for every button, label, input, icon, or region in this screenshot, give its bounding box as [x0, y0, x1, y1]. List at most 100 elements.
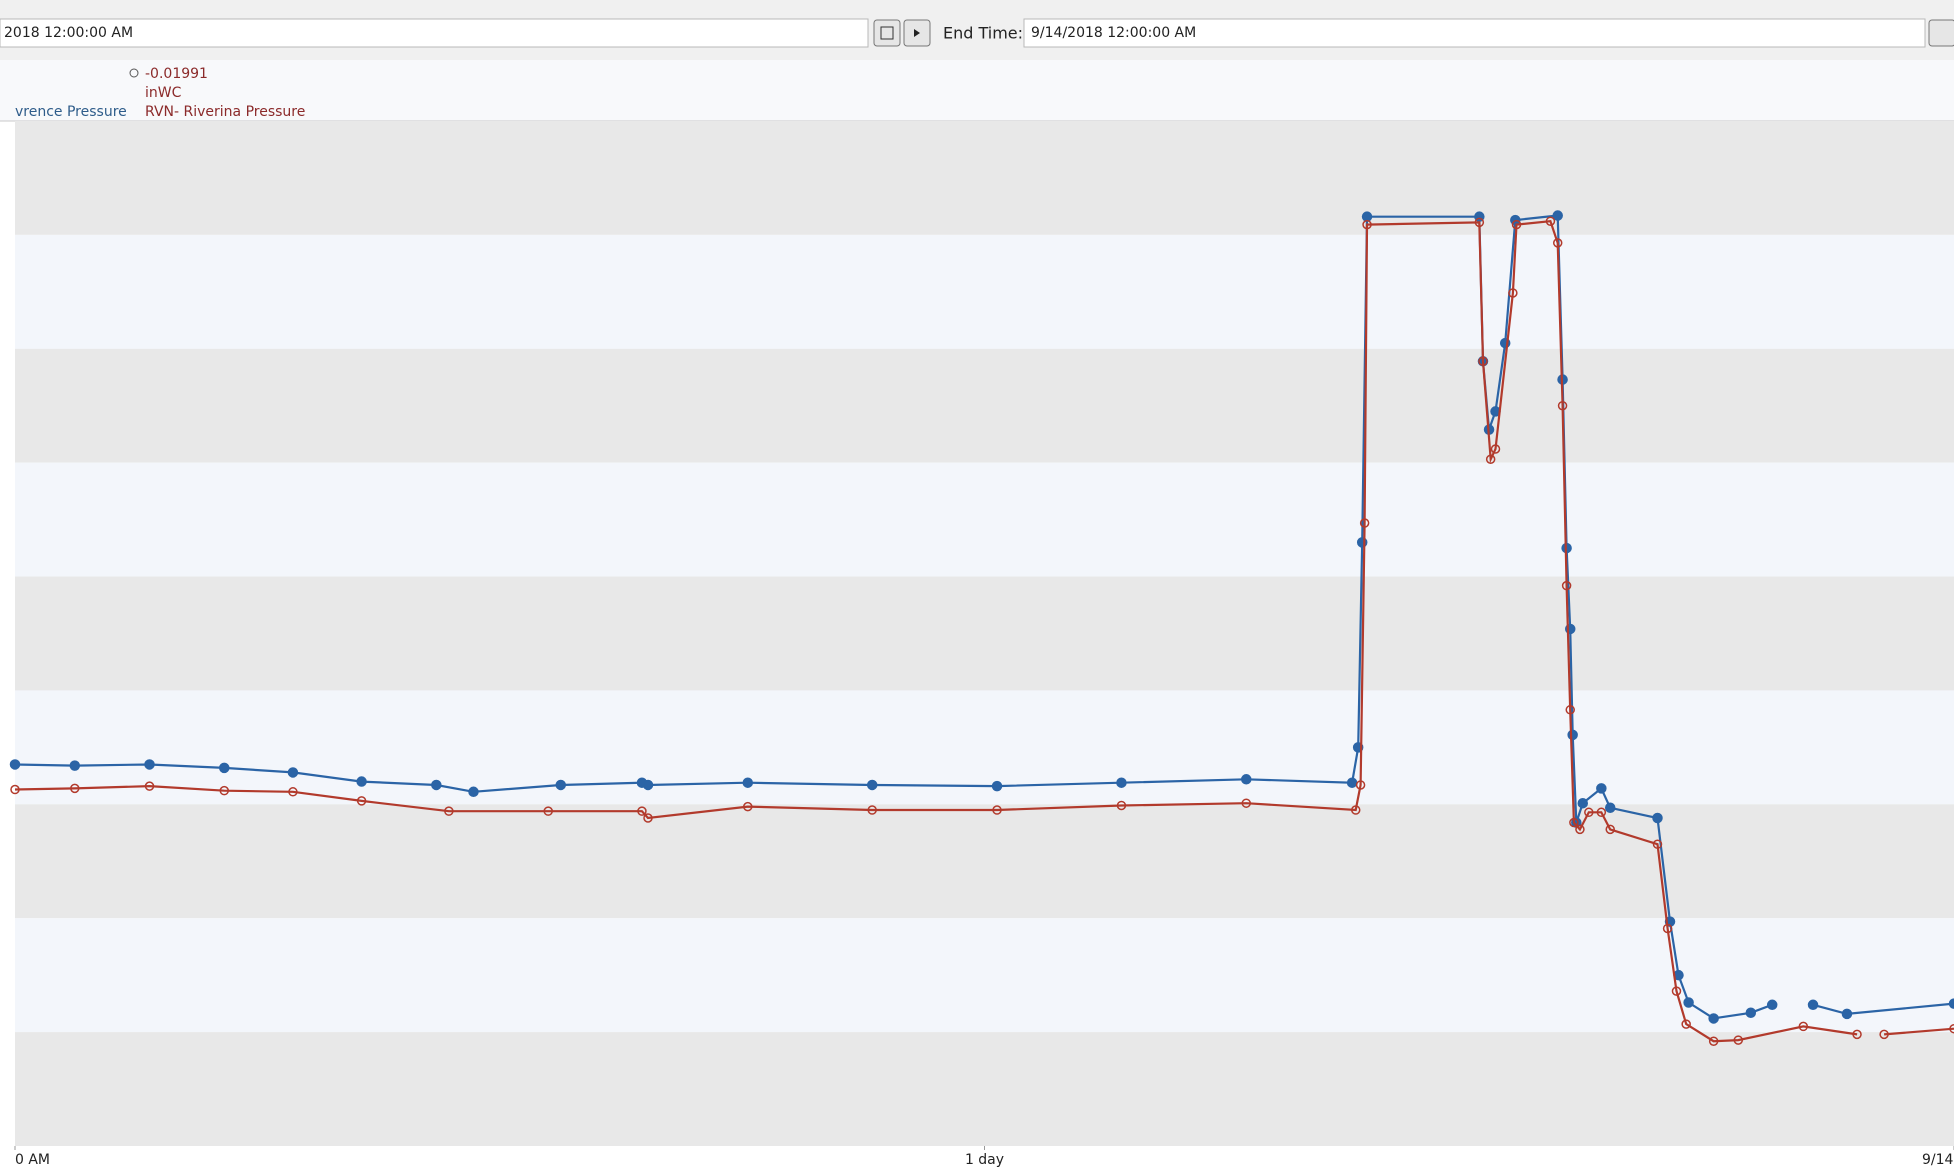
data-point — [742, 777, 754, 788]
data-point — [1565, 705, 1575, 715]
band — [15, 348, 1954, 463]
data-point — [1362, 219, 1372, 230]
data-point — [1116, 800, 1127, 811]
data-point — [70, 783, 80, 794]
data-point — [1596, 807, 1607, 818]
band — [15, 462, 1954, 577]
data-point — [1241, 774, 1252, 785]
data-point — [1584, 807, 1594, 818]
data-point — [1879, 1029, 1889, 1040]
data-point — [643, 813, 653, 823]
data-point — [1561, 580, 1572, 591]
x-tick-label: 1 day — [965, 1152, 1004, 1168]
legend-name[interactable]: vrence Pressure — [15, 104, 127, 120]
data-point — [219, 785, 230, 796]
data-point — [468, 786, 479, 798]
series-line — [14, 220, 1954, 1043]
data-point — [1557, 400, 1568, 411]
data-point — [9, 759, 21, 770]
data-point — [1652, 839, 1663, 849]
data-point — [991, 780, 1003, 792]
data-point — [1359, 518, 1370, 528]
data-point — [1766, 999, 1778, 1011]
data-point — [1605, 824, 1615, 835]
data-point — [356, 796, 367, 806]
data-point — [10, 784, 20, 795]
band — [15, 1032, 1954, 1146]
data-point — [1745, 1007, 1757, 1018]
data-point — [1733, 1035, 1744, 1045]
data-point — [1798, 1021, 1809, 1032]
calendar-icon — [880, 26, 894, 40]
data-point — [288, 787, 298, 797]
calendar-button[interactable] — [1928, 19, 1954, 47]
data-point — [219, 762, 230, 774]
legend-area — [0, 60, 1954, 121]
end-time: 9/14/2018 12:00:00 AM — [1031, 25, 1196, 41]
data-point — [1852, 1029, 1862, 1040]
data-point — [1604, 802, 1616, 813]
data-point — [1708, 1036, 1719, 1046]
data-point — [992, 805, 1002, 815]
data-point — [1662, 923, 1673, 934]
band — [15, 804, 1954, 919]
band — [15, 690, 1954, 805]
data-point — [1508, 288, 1518, 298]
x-tick-label: 0 AM — [15, 1152, 50, 1168]
data-point — [1652, 812, 1663, 824]
data-point — [144, 759, 155, 770]
data-point — [444, 806, 454, 816]
data-point — [1708, 1013, 1719, 1024]
data-point — [1575, 824, 1585, 835]
forward-icon — [914, 29, 920, 37]
data-point — [1807, 999, 1819, 1011]
data-point — [144, 781, 155, 791]
calendar-button[interactable] — [873, 19, 901, 47]
data-point — [1346, 777, 1358, 788]
legend-name[interactable]: RVN- Riverina Pressure — [145, 104, 305, 120]
data-point — [1485, 454, 1496, 464]
band — [15, 918, 1954, 1033]
data-point — [356, 776, 367, 787]
data-point — [1116, 777, 1127, 788]
data-point — [1490, 444, 1501, 454]
start-time: 2018 12:00:00 AM — [4, 25, 133, 41]
band — [15, 234, 1954, 349]
data-point — [1681, 1019, 1691, 1029]
data-point — [287, 767, 299, 778]
data-point — [1474, 217, 1485, 228]
data-point — [555, 779, 566, 791]
data-point — [1545, 216, 1556, 226]
data-point — [642, 779, 654, 791]
data-point — [1567, 729, 1578, 741]
data-point — [1478, 356, 1488, 367]
end-time-input[interactable] — [1023, 18, 1926, 48]
data-point — [743, 801, 753, 812]
data-point — [1948, 998, 1954, 1009]
data-point — [69, 760, 81, 771]
band — [15, 576, 1954, 691]
data-point — [1569, 817, 1579, 828]
data-point — [866, 779, 878, 791]
end-time-label: End Time: — [943, 24, 1023, 43]
data-point — [1355, 780, 1366, 790]
data-point — [867, 805, 877, 815]
data-point — [637, 806, 647, 816]
legend-marker — [129, 68, 139, 78]
data-point — [1552, 238, 1563, 248]
x-tick-label: 9/14 — [1922, 1152, 1954, 1168]
data-point — [1671, 986, 1682, 996]
data-point — [1596, 783, 1607, 794]
data-point — [1552, 210, 1563, 221]
data-point — [1949, 1023, 1954, 1034]
data-point — [1841, 1008, 1853, 1020]
band — [15, 121, 1954, 235]
data-point — [1241, 798, 1252, 808]
start-time-input[interactable] — [0, 18, 869, 48]
legend-value: -0.01991 — [145, 66, 208, 82]
data-point — [1683, 997, 1694, 1008]
legend-unit: inWC — [145, 85, 182, 101]
data-point — [1511, 219, 1522, 230]
data-point — [1577, 797, 1589, 809]
